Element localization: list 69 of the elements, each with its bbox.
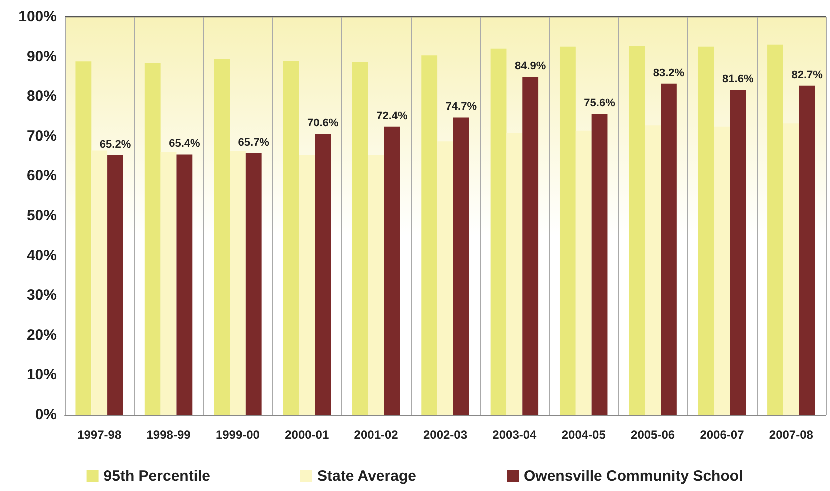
legend-label: Owensville Community School <box>524 468 744 485</box>
data-label: 84.9% <box>514 60 546 73</box>
y-tick-label: 50% <box>26 208 57 224</box>
x-tick-label: 2006-07 <box>700 428 745 442</box>
data-label: 74.7% <box>446 101 478 114</box>
bar <box>714 126 730 415</box>
x-tick-label: 2002-03 <box>423 428 468 442</box>
x-tick-label: 1998-99 <box>146 428 192 442</box>
bar <box>768 44 784 415</box>
y-tick-label: 60% <box>26 168 57 185</box>
legend-label: State Average <box>318 468 416 485</box>
x-tick-label: 2005-06 <box>631 428 676 442</box>
data-label: 82.7% <box>792 69 824 82</box>
bar <box>661 84 677 415</box>
x-tick-label: 2001-02 <box>354 428 399 442</box>
x-tick-label: 1999-00 <box>216 428 260 442</box>
data-label: 65.2% <box>100 139 132 152</box>
y-tick-label: 100% <box>18 8 57 26</box>
bar <box>283 61 300 415</box>
data-label: 75.6% <box>584 98 616 110</box>
x-tick-label: 2004-05 <box>562 428 606 442</box>
bar <box>592 114 608 415</box>
bar <box>799 86 816 415</box>
data-label: 83.2% <box>653 67 685 80</box>
bar <box>108 156 124 415</box>
bar <box>384 126 400 415</box>
bar <box>522 77 539 415</box>
bar <box>160 152 177 415</box>
y-tick-label: 0% <box>35 406 57 424</box>
y-tick-label: 30% <box>26 287 57 304</box>
bar <box>92 150 108 415</box>
data-label: 72.4% <box>376 110 408 122</box>
bar <box>422 56 438 415</box>
bar <box>698 46 714 415</box>
bar <box>560 46 576 415</box>
bar <box>368 155 384 415</box>
bar <box>576 130 592 415</box>
bar <box>246 154 262 415</box>
bar <box>76 62 92 415</box>
bar <box>506 133 523 415</box>
data-label: 65.4% <box>169 138 200 150</box>
data-label: 81.6% <box>722 74 754 86</box>
bar <box>783 124 800 415</box>
x-tick-label: 2003-04 <box>492 428 538 442</box>
bar <box>176 154 193 415</box>
y-tick-label: 20% <box>26 326 57 344</box>
y-tick-label: 70% <box>26 128 57 145</box>
legend-label: 95th Percentile <box>104 468 211 485</box>
bar <box>629 46 646 415</box>
bar <box>299 155 316 415</box>
bar <box>144 63 161 415</box>
bar <box>438 142 454 415</box>
x-tick-label: 2007-08 <box>769 428 814 442</box>
data-label: 70.6% <box>307 118 339 130</box>
bar <box>214 59 230 415</box>
y-tick-label: 40% <box>26 247 57 264</box>
x-tick-label: 2000-01 <box>285 428 330 442</box>
bar <box>645 126 661 415</box>
bar <box>352 62 368 415</box>
bar <box>230 152 246 415</box>
bar <box>315 134 332 415</box>
data-label: 65.7% <box>238 137 270 150</box>
x-tick-label: 1997-98 <box>78 428 122 442</box>
bar <box>453 118 470 415</box>
bar <box>730 90 746 415</box>
y-tick-label: 90% <box>26 48 57 66</box>
bar <box>490 48 507 415</box>
y-tick-label: 80% <box>26 88 57 106</box>
y-tick-label: 10% <box>26 366 57 384</box>
